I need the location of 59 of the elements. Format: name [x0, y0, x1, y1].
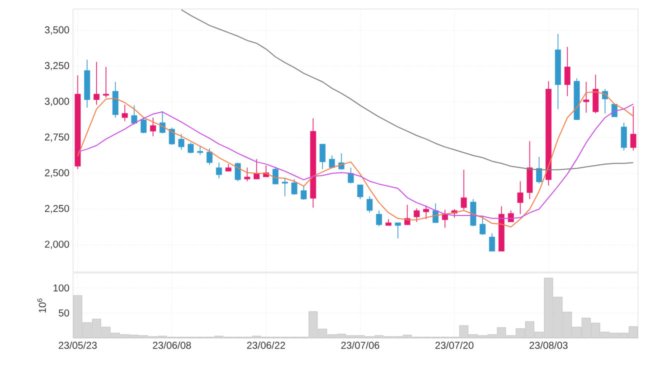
candlestick	[234, 162, 241, 182]
candlestick	[94, 61, 100, 106]
x-tick-label: 23/06/22	[247, 342, 286, 349]
candlestick	[150, 117, 156, 137]
candlestick	[480, 215, 486, 236]
candlestick	[536, 156, 542, 184]
candlestick	[564, 46, 570, 97]
candlestick	[254, 158, 260, 180]
y-tick-label: 3,000	[44, 98, 70, 106]
candlestick	[583, 81, 590, 114]
candlestick	[432, 202, 439, 224]
candlestick	[102, 66, 109, 98]
candlestick	[159, 110, 166, 134]
candlestick	[300, 186, 307, 200]
candlestick	[197, 146, 204, 156]
x-tick-label: 23/07/20	[435, 342, 474, 349]
candlestick	[282, 177, 288, 197]
candlestick	[508, 210, 514, 222]
candlestick	[470, 198, 476, 227]
x-tick-label: 23/07/06	[341, 342, 380, 349]
candlestick	[320, 144, 326, 170]
y-tick-label: 2,250	[44, 204, 70, 214]
x-tick-label: 23/05/23	[58, 342, 97, 349]
candlestick	[112, 81, 118, 118]
candlestick	[620, 122, 627, 151]
candlestick	[178, 134, 184, 150]
y-tick-label: 2,750	[44, 134, 70, 142]
y-axis-title: 10$^{6}$	[37, 298, 46, 312]
x-tick-label: 23/06/08	[152, 342, 191, 349]
candlestick	[291, 178, 298, 196]
y-tick-label: 2,000	[44, 240, 70, 249]
candlestick	[206, 148, 213, 166]
candlestick	[366, 196, 373, 214]
candlestick	[414, 208, 420, 222]
candlestick	[216, 162, 222, 179]
candlestick	[188, 142, 194, 154]
candlestick	[592, 74, 599, 114]
candlestick	[140, 116, 147, 134]
candlestick	[272, 166, 278, 184]
candlestick	[517, 180, 524, 214]
candlestick	[328, 155, 335, 169]
candlestick	[423, 205, 430, 220]
y-tick-label: 3,250	[44, 62, 70, 70]
candlestick	[348, 167, 354, 184]
y-tick-label: 2,500	[44, 169, 70, 178]
y-tick-label: 100	[54, 284, 70, 292]
candlestick	[489, 232, 496, 252]
candlestick	[357, 184, 364, 200]
y-tick-label: 50	[58, 309, 70, 317]
x-tick-label: 23/08/03	[530, 342, 568, 349]
candlestick	[460, 169, 467, 210]
y-tick-label: 3,500	[44, 26, 70, 35]
candlestick	[244, 167, 250, 182]
candlestick	[630, 106, 636, 151]
candlestick	[122, 104, 128, 122]
candlestick	[131, 105, 138, 126]
candlestick	[168, 127, 175, 146]
candlestick	[394, 222, 401, 239]
candlestick	[376, 210, 382, 227]
